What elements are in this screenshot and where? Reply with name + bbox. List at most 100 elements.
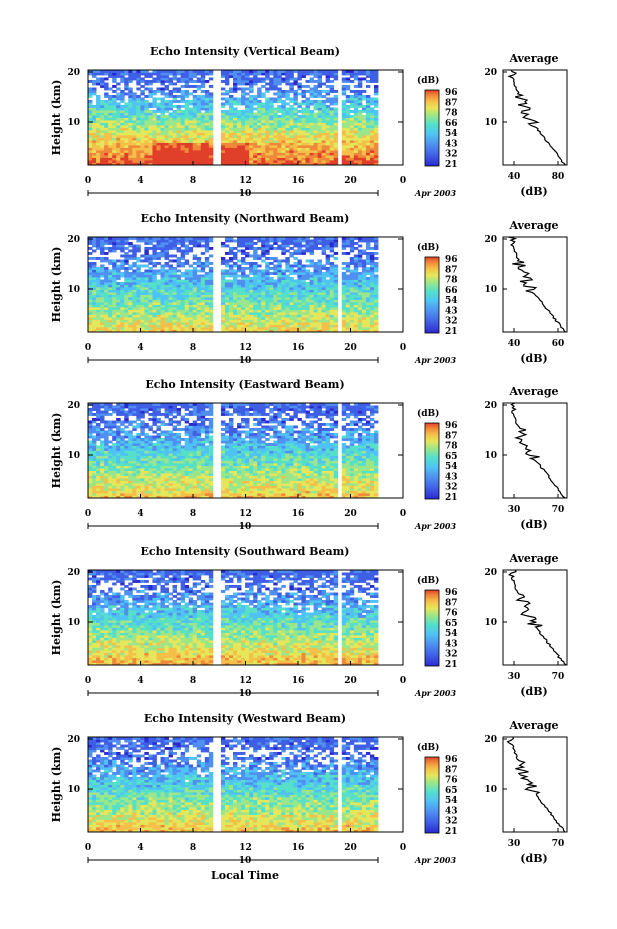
heatmap-cell xyxy=(160,150,165,153)
heatmap-cell xyxy=(164,117,169,121)
heatmap-cell xyxy=(132,329,137,333)
heatmap-cell xyxy=(261,488,266,491)
heatmap-cell xyxy=(301,152,306,156)
heatmap-cell xyxy=(140,279,145,283)
heatmap-cell xyxy=(265,237,270,240)
heatmap-cell xyxy=(132,309,137,313)
heatmap-cell xyxy=(245,72,250,76)
heatmap-cell xyxy=(124,302,129,305)
heatmap-cell xyxy=(293,490,298,494)
heatmap-cell xyxy=(88,284,93,288)
heatmap-cell xyxy=(257,289,262,293)
heatmap-cell xyxy=(196,312,202,315)
heatmap-cell xyxy=(353,145,359,148)
heatmap-cell xyxy=(220,279,226,283)
heatmap-cell xyxy=(269,289,274,293)
heatmap-cell xyxy=(249,299,254,303)
heatmap-cell xyxy=(313,145,318,148)
heatmap-cell xyxy=(253,294,258,298)
heatmap-cell xyxy=(112,77,117,81)
heatmap-cell xyxy=(365,495,371,499)
heatmap-cell xyxy=(305,135,310,138)
heatmap-cell xyxy=(108,122,113,126)
heatmap-cell xyxy=(237,322,242,325)
heatmap-cell xyxy=(241,127,246,131)
heatmap-cell xyxy=(269,110,274,113)
heatmap-cell xyxy=(309,132,314,136)
heatmap-cell xyxy=(188,327,194,330)
heatmap-cell xyxy=(168,307,173,310)
heatmap-cell xyxy=(180,254,186,258)
heatmap-cell xyxy=(176,327,182,330)
heatmap-cell xyxy=(172,95,178,98)
heatmap-cell xyxy=(301,289,306,293)
heatmap-cell xyxy=(180,237,186,240)
heatmap-cell xyxy=(128,162,133,166)
heatmap-cell xyxy=(369,127,375,131)
heatmap-cell xyxy=(373,329,379,333)
heatmap-cell xyxy=(156,269,161,273)
heatmap-cell xyxy=(305,85,310,88)
heatmap-cell xyxy=(192,284,198,288)
heatmap-cell xyxy=(184,142,190,146)
heatmap-cell xyxy=(373,145,379,148)
heatmap-cell xyxy=(96,132,101,136)
heatmap-cell xyxy=(257,120,262,123)
heatmap-cell xyxy=(349,127,355,131)
heatmap-cell xyxy=(120,135,125,138)
heatmap-cell xyxy=(204,90,210,93)
heatmap-cell xyxy=(92,488,97,491)
heatmap-cell xyxy=(92,105,97,108)
heatmap-cell xyxy=(349,72,355,76)
heatmap-cell xyxy=(349,282,355,285)
heatmap-cell xyxy=(265,267,270,270)
heatmap-cell xyxy=(180,150,186,153)
heatmap-cell xyxy=(168,90,173,93)
heatmap-cell xyxy=(301,107,306,111)
heatmap-cell xyxy=(152,269,157,273)
heatmap-cell xyxy=(341,242,347,245)
heatmap-cell xyxy=(233,289,238,293)
heatmap-cell xyxy=(172,110,178,113)
heatmap-cell xyxy=(237,495,242,499)
heatmap-cell xyxy=(265,90,270,93)
heatmap-cell xyxy=(349,110,355,113)
heatmap-cell xyxy=(148,329,153,333)
heatmap-cell xyxy=(321,82,327,86)
heatmap-cell xyxy=(92,107,97,111)
colorbar-tick-label: 87 xyxy=(445,265,458,275)
heatmap-cell xyxy=(261,297,266,300)
heatmap-cell xyxy=(285,490,290,494)
heatmap-cell xyxy=(321,317,327,320)
heatmap-cell xyxy=(164,324,169,328)
heatmap-cell xyxy=(160,267,165,270)
heatmap-cell xyxy=(373,493,379,496)
heatmap-cell xyxy=(200,82,206,86)
heatmap-cell xyxy=(297,127,302,131)
heatmap-cell xyxy=(265,147,270,151)
heatmap-cell xyxy=(241,75,246,78)
heatmap-cell xyxy=(144,237,149,240)
heatmap-cell xyxy=(92,490,97,494)
heatmap-cell xyxy=(200,244,206,248)
heatmap-cell xyxy=(144,304,149,308)
heatmap-cell xyxy=(297,279,302,283)
heatmap-cell xyxy=(357,150,363,153)
heatmap-cell xyxy=(277,304,282,308)
heatmap-cell xyxy=(192,102,198,106)
heatmap-cell xyxy=(313,107,318,111)
heatmap-cell xyxy=(301,157,306,161)
heatmap-cell xyxy=(176,105,182,108)
heatmap-cell xyxy=(241,90,246,93)
heatmap-cell xyxy=(128,75,133,78)
heatmap-cell xyxy=(116,130,121,133)
heatmap-cell xyxy=(305,272,310,275)
heatmap-cell xyxy=(237,237,242,240)
heatmap-cell xyxy=(160,122,165,126)
heatmap-cell xyxy=(365,279,371,283)
heatmap-cell xyxy=(265,309,270,313)
profile-x-tick-label: 40 xyxy=(508,339,521,349)
heatmap-cell xyxy=(152,157,157,161)
heatmap-cell xyxy=(88,289,93,293)
heatmap-cell xyxy=(180,145,186,148)
